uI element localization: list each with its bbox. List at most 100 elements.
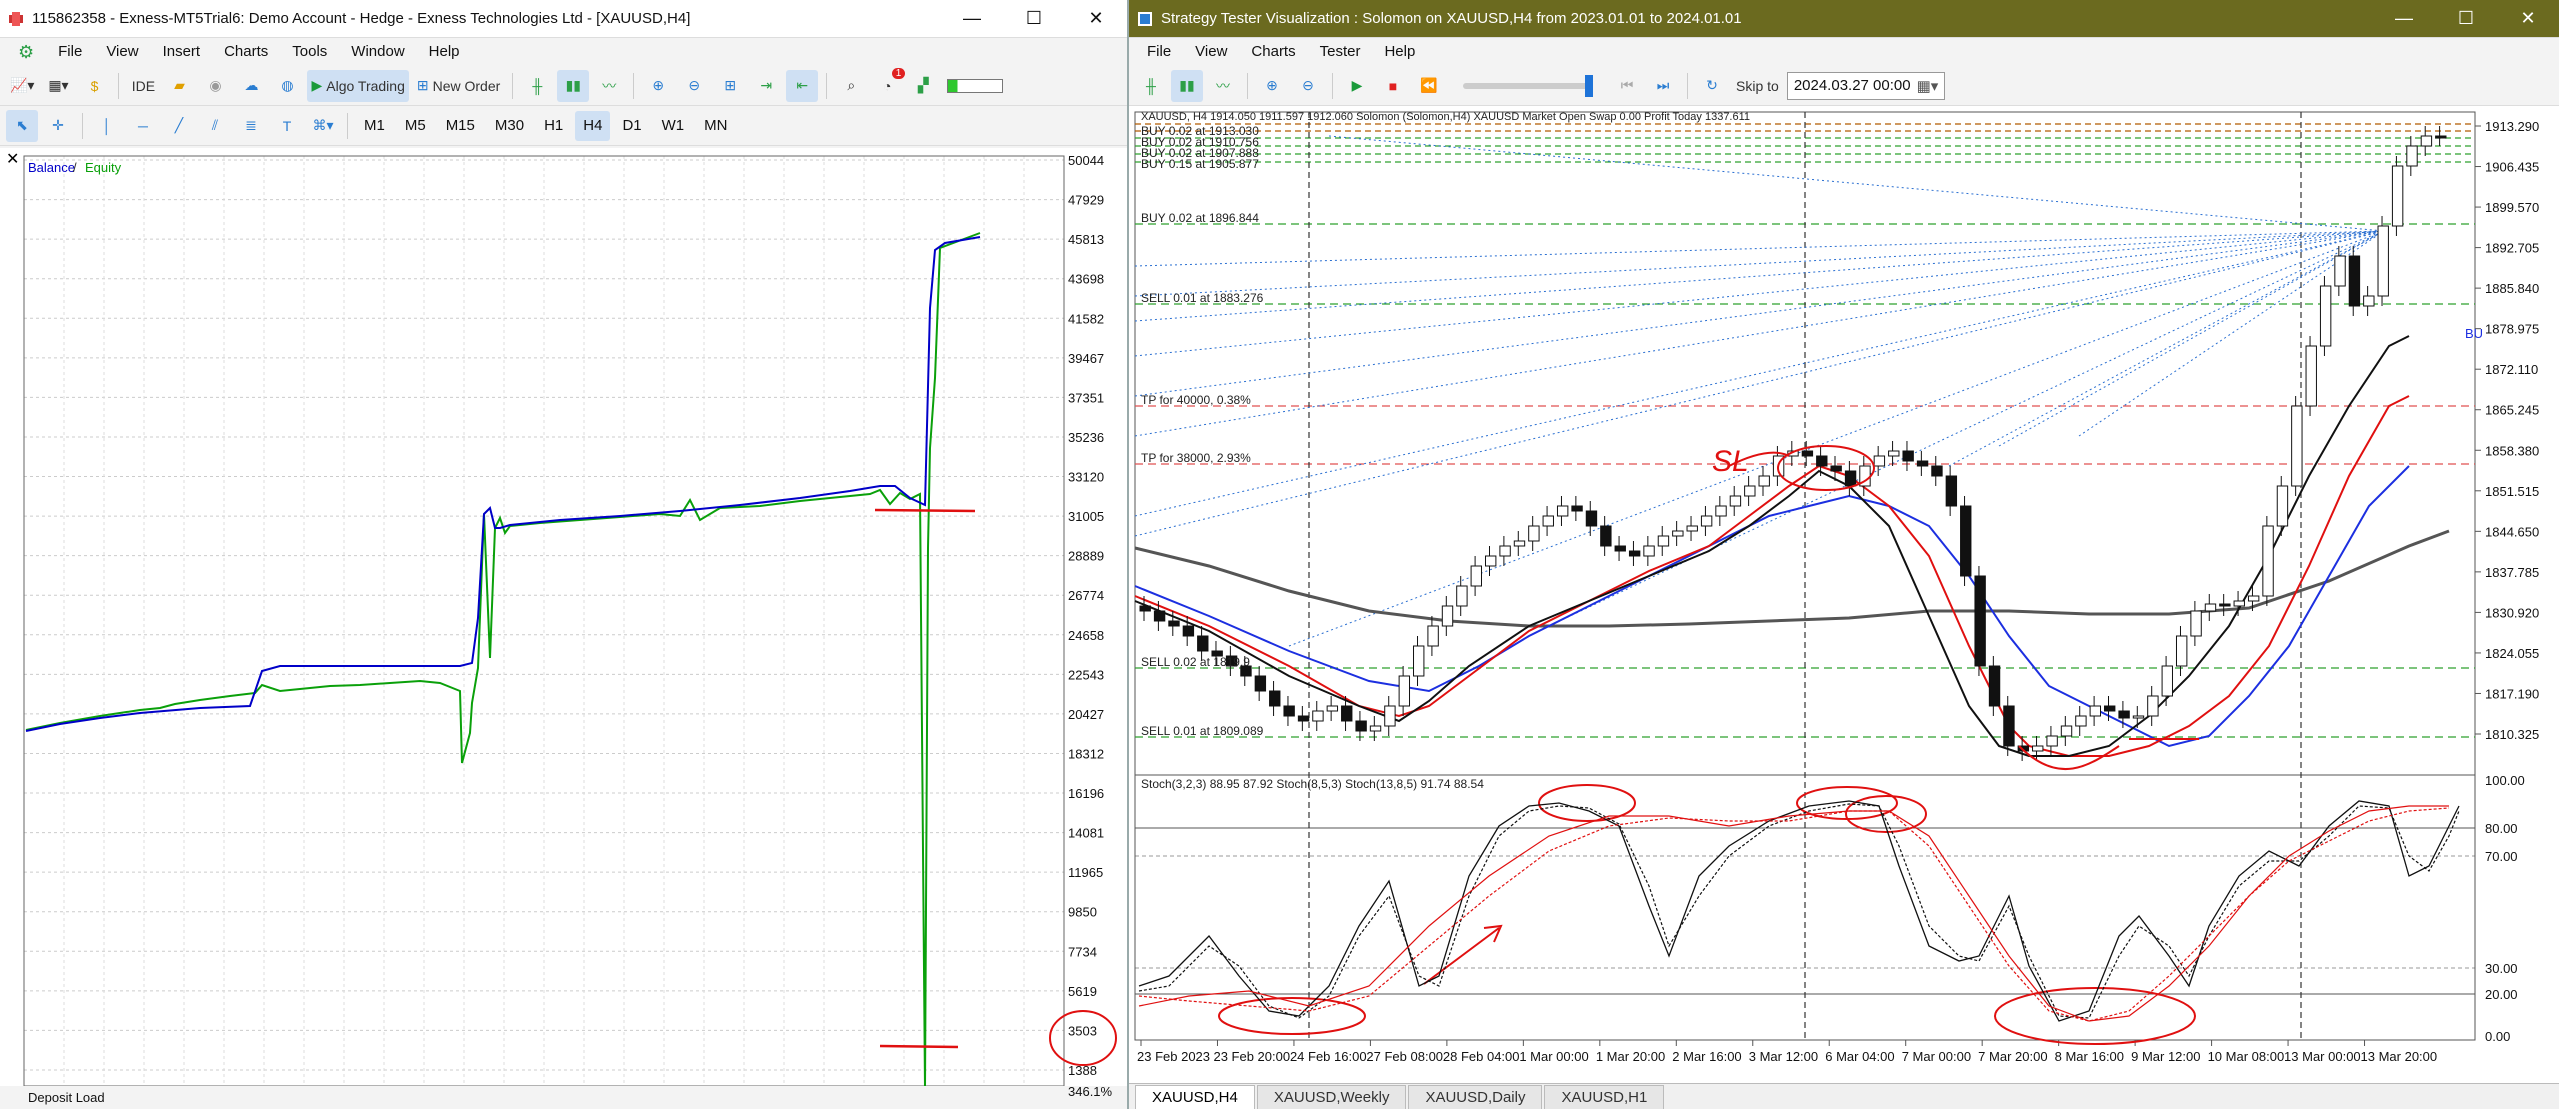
bar-chart-icon[interactable]: ╫ <box>532 77 543 94</box>
timeframe-h4[interactable]: H4 <box>575 110 611 141</box>
candle-chart-icon[interactable]: ▮▮ <box>557 69 590 102</box>
candle-body <box>1830 465 1842 472</box>
channel-icon[interactable]: ⫽ <box>211 117 219 133</box>
autoscroll-icon[interactable]: ⇥ <box>760 77 773 93</box>
tester-menu-file[interactable]: File <box>1147 43 1172 60</box>
minimize-button[interactable]: — <box>963 8 981 28</box>
y-tick-label: 1388 <box>1068 1063 1097 1078</box>
order-label-5: BUY 0.02 at 1896.844 <box>1141 211 1259 225</box>
x-tick-label: 24 Feb 16:00 <box>1290 1049 1367 1064</box>
tester-candle-icon[interactable]: ▮▮ <box>1171 69 1203 102</box>
tab-xauusd-daily[interactable]: XAUUSD,Daily <box>1408 1085 1543 1109</box>
chart-type-icon[interactable]: 📈▾ <box>10 77 35 93</box>
vertical-line-icon[interactable]: │ <box>102 117 112 134</box>
timeframe-m5[interactable]: M5 <box>404 117 426 134</box>
price-tick-label: 1844.650 <box>2485 524 2539 539</box>
trendline-icon[interactable]: ╱ <box>174 117 184 133</box>
ma-red <box>1134 395 2410 757</box>
speed-slider-knob[interactable] <box>1585 74 1593 97</box>
tab-xauusd-weekly[interactable]: XAUUSD,Weekly <box>1256 1085 1407 1109</box>
close-chart-icon[interactable]: ✕ <box>6 151 19 168</box>
order-label-4: BUY 0.15 at 1905.877 <box>1141 157 1259 171</box>
balance-equity-chart[interactable]: ✕ Balance / Equity 50044 47929 45813 43698 4… <box>0 148 1127 1109</box>
annotation-circle-top <box>1777 445 1875 491</box>
skip-to-date-input[interactable]: 2024.03.27 00:00 ▦▾ <box>1786 71 1946 100</box>
templates-icon[interactable]: ▦▾ <box>48 77 69 93</box>
tester-menu-view[interactable]: View <box>1195 43 1228 60</box>
close-button[interactable]: ✕ <box>1088 8 1104 28</box>
algo-trading-button[interactable]: ▶ Algo Trading <box>307 69 409 102</box>
stoch-annotation-low-2 <box>1994 987 2196 1045</box>
ma-gray <box>1134 529 2450 628</box>
menu-view[interactable]: View <box>106 43 139 60</box>
horizontal-line-icon[interactable]: ─ <box>138 117 148 134</box>
play-button-icon[interactable]: ▶ <box>1351 77 1363 93</box>
stop-button-icon[interactable]: ■ <box>1388 77 1398 94</box>
y-tick-label: 16196 <box>1068 786 1104 801</box>
candle-body <box>1254 675 1267 692</box>
menu-charts[interactable]: Charts <box>224 43 269 60</box>
tester-bar-chart-icon[interactable]: ╫ <box>1146 77 1156 94</box>
tester-close-button[interactable]: ✕ <box>2520 8 2536 28</box>
rewind-button-icon[interactable]: ⏪ <box>1420 77 1438 93</box>
candle-body <box>1225 655 1238 667</box>
menu-tools[interactable]: Tools <box>292 43 328 60</box>
tester-menu-charts[interactable]: Charts <box>1251 43 1296 60</box>
tester-menu-tester[interactable]: Tester <box>1319 43 1361 60</box>
notifications-icon[interactable]: ◔ 1 <box>871 67 906 102</box>
cursor-icon[interactable]: ⬉ <box>6 109 38 142</box>
y-tick-label: 9850 <box>1068 905 1097 920</box>
globe-icon[interactable]: ◍ <box>281 77 294 93</box>
chart-shift-icon[interactable]: ⇤ <box>786 69 819 102</box>
tester-minimize-button[interactable]: — <box>2395 8 2413 28</box>
search-icon[interactable]: ⌕ <box>847 77 856 93</box>
tester-menu-help[interactable]: Help <box>1384 43 1416 60</box>
step-forward-icon[interactable]: ⏭ <box>1656 77 1670 93</box>
tester-zoom-in-icon[interactable]: ⊕ <box>1266 77 1278 93</box>
line-chart-icon[interactable]: 〰 <box>602 77 617 94</box>
ide-button[interactable]: IDE <box>131 77 156 94</box>
timeframe-m15[interactable]: M15 <box>445 117 475 134</box>
tester-maximize-button[interactable]: ☐ <box>2457 8 2475 28</box>
zoom-in-icon[interactable]: ⊕ <box>652 77 665 93</box>
tester-line-icon[interactable]: 〰 <box>1216 77 1230 94</box>
dollar-icon[interactable]: $ <box>90 77 99 94</box>
bag-icon[interactable]: ▰ <box>174 77 185 93</box>
candle-body <box>1657 535 1670 547</box>
candle-body <box>2075 715 2087 727</box>
step-back-icon[interactable]: ⏮ <box>1620 77 1634 93</box>
timeframe-h1[interactable]: H1 <box>544 117 564 134</box>
candle-body <box>2391 165 2404 227</box>
tester-zoom-out-icon[interactable]: ⊖ <box>1302 77 1314 93</box>
calendar-icon[interactable]: ▦▾ <box>1916 77 1939 95</box>
menu-help[interactable]: Help <box>428 43 460 60</box>
price-tick-label: 1906.435 <box>2485 160 2539 175</box>
timeframe-mn[interactable]: MN <box>704 117 728 134</box>
maximize-button[interactable]: ☐ <box>1025 8 1043 28</box>
timeframe-w1[interactable]: W1 <box>661 117 685 134</box>
fibonacci-icon[interactable]: ≣ <box>245 117 257 133</box>
crosshair-icon[interactable]: ✛ <box>52 117 64 133</box>
candle-body <box>1729 495 1742 507</box>
candle-body <box>1571 505 1583 512</box>
grid-icon[interactable]: ⊞ <box>724 77 737 93</box>
tester-price-chart[interactable]: 1913.290 1906.435 1899.570 1892.705 1885.840… <box>1129 106 2559 1083</box>
shapes-icon[interactable]: ⌘▾ <box>312 117 334 133</box>
speed-slider[interactable] <box>1463 74 1593 97</box>
tab-xauusd-h4[interactable]: XAUUSD,H4 <box>1135 1085 1255 1109</box>
tab-xauusd-h1[interactable]: XAUUSD,H1 <box>1544 1085 1665 1109</box>
zoom-out-icon[interactable]: ⊖ <box>688 77 701 93</box>
cloud-icon[interactable]: ☁ <box>244 77 259 93</box>
menu-window[interactable]: Window <box>351 43 405 60</box>
new-order-button[interactable]: ⊞ New Order <box>416 77 501 94</box>
signal-icon[interactable]: ◉ <box>209 77 222 93</box>
text-icon[interactable]: T <box>282 117 292 134</box>
stoch-tick-label: 100.00 <box>2485 773 2525 788</box>
menu-file[interactable]: File <box>58 43 83 60</box>
timeframe-m1[interactable]: M1 <box>364 117 385 134</box>
timeframe-d1[interactable]: D1 <box>622 117 642 134</box>
menu-insert[interactable]: Insert <box>162 43 201 60</box>
skip-to-icon[interactable]: ↻ <box>1706 77 1718 93</box>
app-menu-icon[interactable]: ⚙ <box>18 42 35 62</box>
timeframe-m30[interactable]: M30 <box>494 117 525 134</box>
